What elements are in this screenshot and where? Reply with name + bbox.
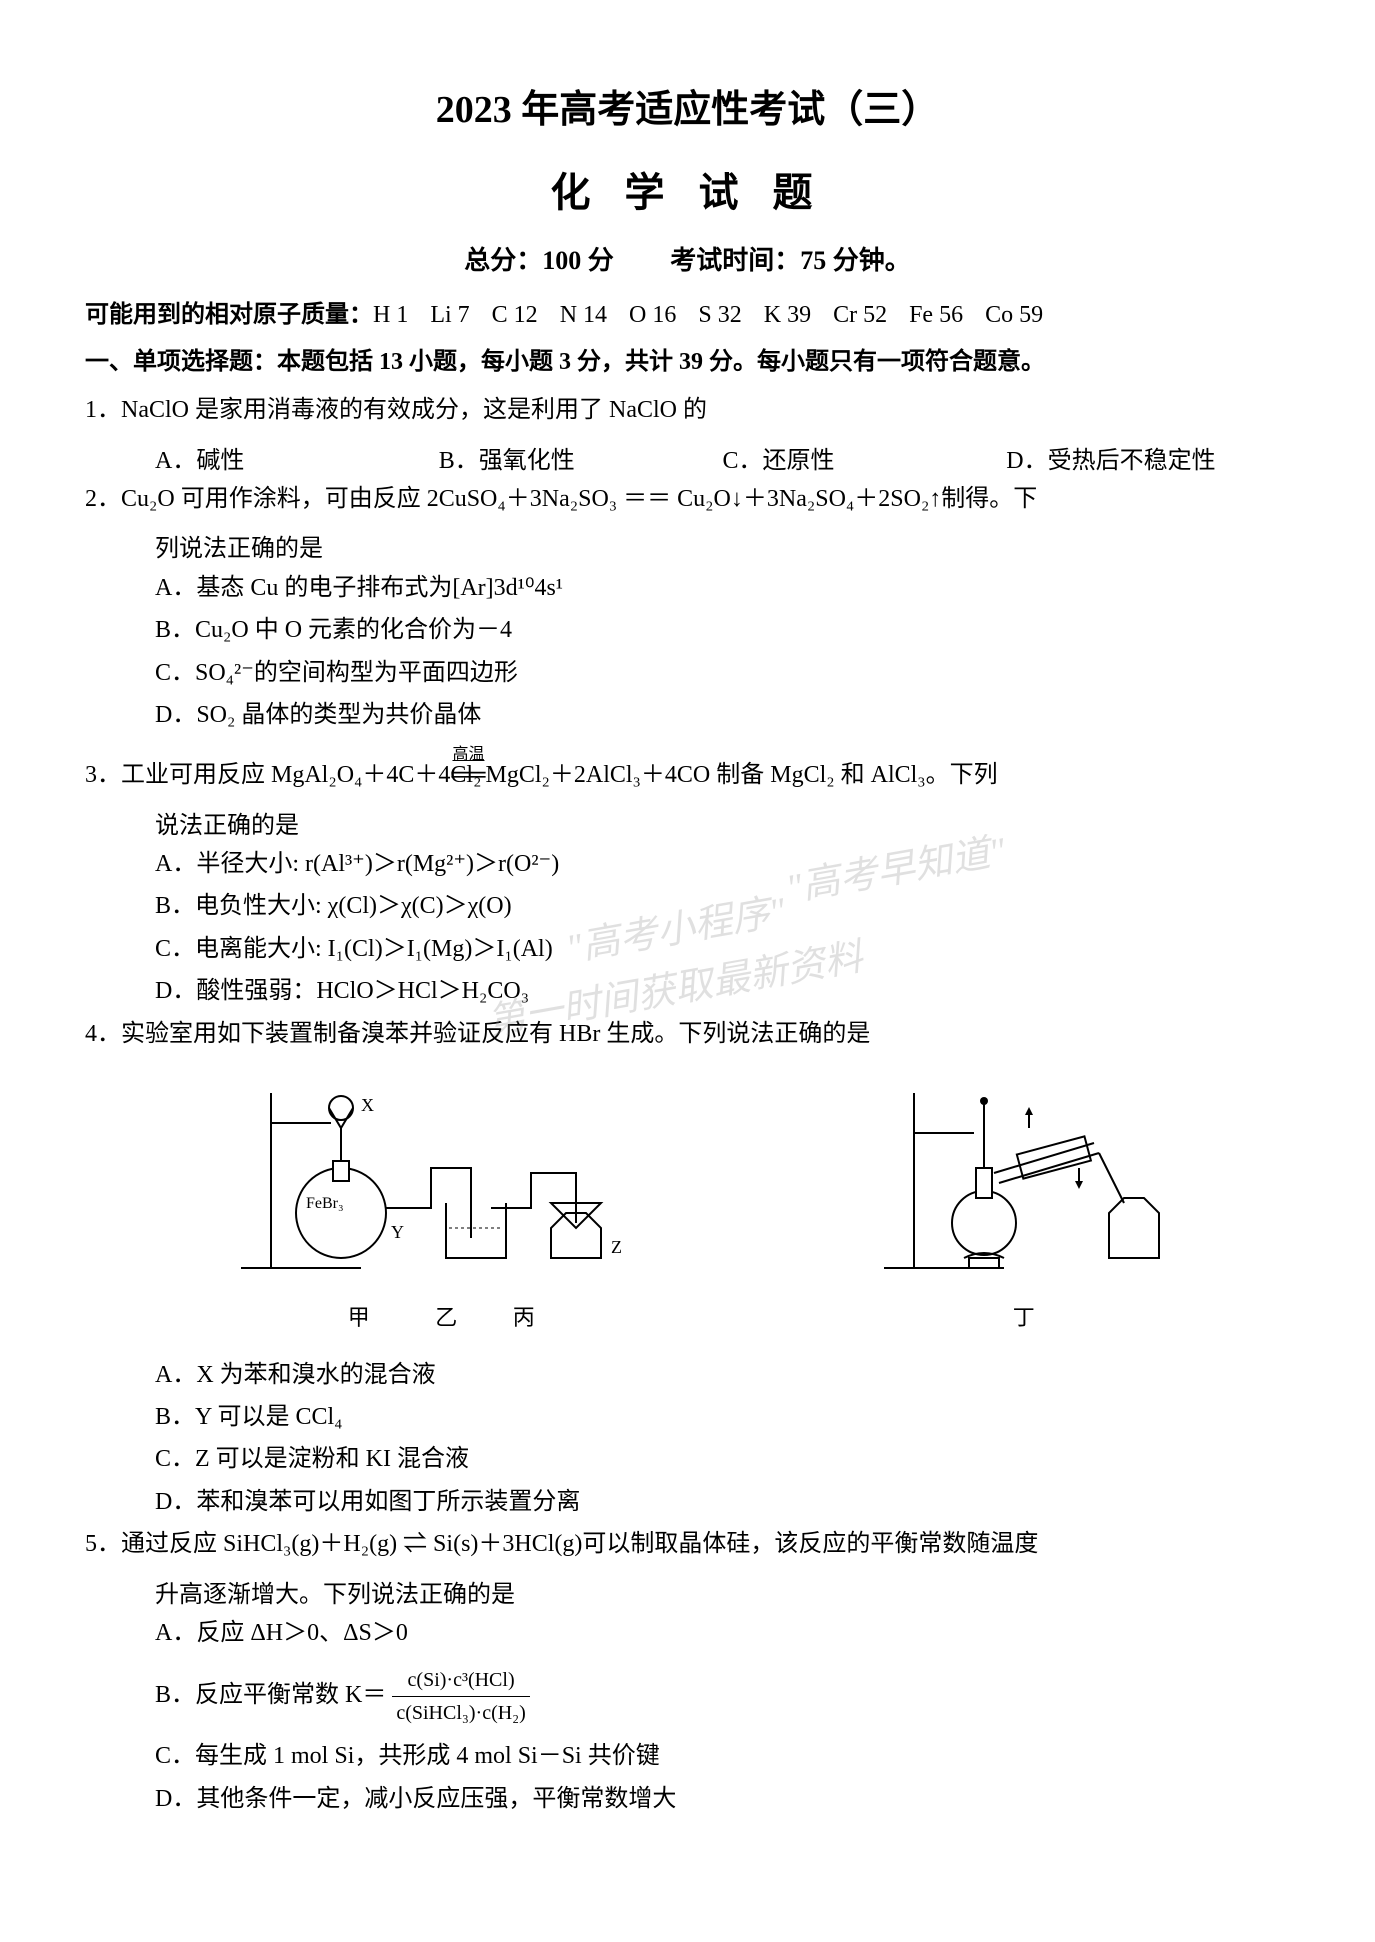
q4-option-c: C．Z 可以是淀粉和 KI 混合液: [155, 1440, 1290, 1478]
q1-option-c: C．还原性: [723, 442, 1007, 480]
q3-option-d: D．酸性强弱：HClO＞HCl＞H₂CO₃: [155, 972, 1290, 1010]
q5-b-den: c(SiHCl₃)·c(H₂): [392, 1697, 529, 1729]
q5-option-d: D．其他条件一定，减小反应压强，平衡常数增大: [155, 1780, 1290, 1818]
q5-option-b: B．反应平衡常数 K＝ c(Si)·c³(HCl) c(SiHCl₃)·c(H₂…: [155, 1664, 1290, 1729]
q4-option-a: A．X 为苯和溴水的混合液: [155, 1356, 1290, 1394]
question-2: 2．Cu₂O 可用作涂料，可由反应 2CuSO₄＋3Na₂SO₃ ＝＝ Cu₂O…: [85, 480, 1290, 518]
question-3: 3．工业可用反应 MgAl₂O₄＋4C＋4Cl₂高温══MgCl₂＋2AlCl₃…: [85, 756, 1290, 794]
mass-c: C 12: [492, 302, 538, 328]
atomic-mass-label: 可能用到的相对原子质量：: [85, 302, 373, 328]
label-bing: 丙: [513, 1305, 535, 1330]
subject-title: 化 学 试 题: [85, 161, 1290, 225]
label-jia: 甲: [348, 1305, 370, 1330]
label-ding: 丁: [864, 1300, 1184, 1335]
q2-option-d: D．SO₂ 晶体的类型为共价晶体: [155, 696, 1290, 734]
label-x: X: [361, 1095, 374, 1115]
q4-option-d: D．苯和溴苯可以用如图丁所示装置分离: [155, 1483, 1290, 1521]
figure-right-apparatus: 丁: [864, 1073, 1184, 1336]
reaction-arrow-icon: 高温══: [481, 756, 485, 794]
q2-stem-2: 列说法正确的是: [85, 530, 1290, 568]
label-y: Y: [391, 1222, 404, 1242]
atomic-mass-line: 可能用到的相对原子质量：H 1 Li 7 C 12 N 14 O 16 S 32 K 39 C…: [85, 296, 1290, 334]
q1-option-a: A．碱性: [155, 442, 439, 480]
exam-page: "高考早知道" "高考小程序" 第一时间获取最新资料 2023 年高考适应性考试…: [85, 80, 1290, 1822]
fraction-icon: c(Si)·c³(HCl) c(SiHCl₃)·c(H₂): [392, 1664, 529, 1729]
mass-fe: Fe 56: [909, 302, 963, 328]
q1-stem: 1．NaClO 是家用消毒液的有效成分，这是利用了 NaClO 的: [115, 391, 1290, 429]
mass-cr: Cr 52: [833, 302, 887, 328]
label-z: Z: [611, 1237, 622, 1257]
total-score: 总分：100 分: [464, 246, 614, 275]
q5-option-c: C．每生成 1 mol Si，共形成 4 mol Si－Si 共价键: [155, 1737, 1290, 1775]
q2-options: A．基态 Cu 的电子排布式为[Ar]3d¹⁰4s¹ B．Cu₂O 中 O 元素…: [85, 569, 1290, 739]
q3-stem-post: MgCl₂＋2AlCl₃＋4CO 制备 MgCl₂ 和 AlCl₃。下列: [485, 762, 997, 788]
apparatus-svg-2: [864, 1073, 1184, 1283]
q1-option-b: B．强氧化性: [439, 442, 723, 480]
mass-li: Li 7: [430, 302, 469, 328]
figure-left-apparatus: X FeBr₃ Y Z 甲 乙 丙: [231, 1073, 651, 1336]
mass-co: Co 59: [985, 302, 1043, 328]
q5-options: A．反应 ΔH＞0、ΔS＞0 B．反应平衡常数 K＝ c(Si)·c³(HCl)…: [85, 1614, 1290, 1822]
q2-option-b: B．Cu₂O 中 O 元素的化合价为－4: [155, 611, 1290, 649]
apparatus-svg-1: X FeBr₃ Y Z: [231, 1073, 651, 1283]
q5-stem-2: 升高逐渐增大。下列说法正确的是: [85, 1576, 1290, 1614]
q3-stem-pre: 3．工业可用反应 MgAl₂O₄＋4C＋4Cl₂: [85, 762, 481, 788]
q5-b-pre: B．反应平衡常数 K＝: [155, 1682, 386, 1708]
label-yi: 乙: [435, 1305, 457, 1330]
mass-k: K 39: [764, 302, 811, 328]
q3-option-b: B．电负性大小: χ(Cl)＞χ(C)＞χ(O): [155, 887, 1290, 925]
mass-h: H 1: [373, 302, 408, 328]
q3-option-a: A．半径大小: r(Al³⁺)＞r(Mg²⁺)＞r(O²⁻): [155, 845, 1290, 883]
q3-option-c: C．电离能大小: I₁(Cl)＞I₁(Mg)＞I₁(Al): [155, 930, 1290, 968]
exam-time: 考试时间：75 分钟。: [670, 246, 911, 275]
question-1: 1．NaClO 是家用消毒液的有效成分，这是利用了 NaClO 的: [85, 391, 1290, 429]
q2-stem-1: 2．Cu₂O 可用作涂料，可由反应 2CuSO₄＋3Na₂SO₃ ＝＝ Cu₂O…: [115, 480, 1290, 518]
q1-option-d: D．受热后不稳定性: [1006, 442, 1290, 480]
arrow-condition: 高温: [481, 742, 485, 768]
q3-stem-cont: 说法正确的是: [85, 807, 1290, 845]
q3-options: A．半径大小: r(Al³⁺)＞r(Mg²⁺)＞r(O²⁻) B．电负性大小: …: [85, 845, 1290, 1015]
q5-stem-1: 5．通过反应 SiHCl₃(g)＋H₂(g) ⇌ Si(s)＋3HCl(g)可以…: [115, 1525, 1290, 1563]
q5-b-num: c(Si)·c³(HCl): [392, 1664, 529, 1697]
q2-option-a: A．基态 Cu 的电子排布式为[Ar]3d¹⁰4s¹: [155, 569, 1290, 607]
figure-labels-left: 甲 乙 丙: [231, 1300, 651, 1335]
label-febr3: FeBr₃: [306, 1195, 344, 1212]
q4-figures: X FeBr₃ Y Z 甲 乙 丙: [85, 1073, 1290, 1336]
question-5: 5．通过反应 SiHCl₃(g)＋H₂(g) ⇌ Si(s)＋3HCl(g)可以…: [85, 1525, 1290, 1563]
q5-option-a: A．反应 ΔH＞0、ΔS＞0: [155, 1614, 1290, 1652]
mass-n: N 14: [560, 302, 607, 328]
mass-s: S 32: [698, 302, 741, 328]
q4-option-b: B．Y 可以是 CCl₄: [155, 1398, 1290, 1436]
q2-option-c: C．SO₄²⁻的空间构型为平面四边形: [155, 654, 1290, 692]
exam-title: 2023 年高考适应性考试（三）: [85, 80, 1290, 141]
section-1-header: 一、单项选择题：本题包括 13 小题，每小题 3 分，共计 39 分。每小题只有…: [85, 343, 1290, 381]
question-4: 4．实验室用如下装置制备溴苯并验证反应有 HBr 生成。下列说法正确的是: [85, 1015, 1290, 1053]
mass-o: O 16: [629, 302, 676, 328]
q1-options: A．碱性 B．强氧化性 C．还原性 D．受热后不稳定性: [85, 442, 1290, 480]
q4-stem: 4．实验室用如下装置制备溴苯并验证反应有 HBr 生成。下列说法正确的是: [115, 1015, 1290, 1053]
q4-options: A．X 为苯和溴水的混合液 B．Y 可以是 CCl₄ C．Z 可以是淀粉和 KI…: [85, 1356, 1290, 1526]
exam-meta: 总分：100 分 考试时间：75 分钟。: [85, 240, 1290, 282]
